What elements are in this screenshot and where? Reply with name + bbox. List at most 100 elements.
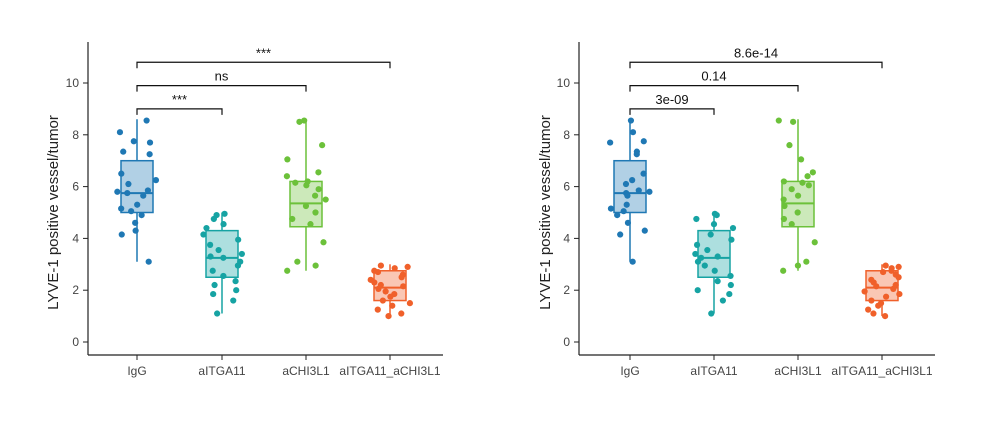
data-point — [780, 196, 787, 203]
data-point — [398, 274, 405, 281]
data-point — [200, 231, 207, 238]
comparison-bracket: 8.6e-14 — [629, 45, 883, 69]
data-point — [210, 290, 217, 298]
data-point — [312, 209, 319, 216]
data-point — [118, 231, 125, 238]
y-tick-label: 2 — [563, 283, 570, 297]
data-point — [124, 189, 131, 197]
data-point — [406, 300, 414, 307]
data-point — [382, 288, 389, 295]
data-point — [294, 258, 301, 265]
data-point — [624, 192, 631, 199]
data-point — [302, 202, 310, 210]
data-point — [315, 169, 322, 176]
data-point — [116, 129, 124, 136]
comparison-bracket: *** — [136, 45, 391, 69]
data-point — [607, 205, 615, 212]
data-point — [781, 202, 788, 210]
data-point — [143, 117, 150, 124]
y-tick-label: 0 — [72, 335, 79, 349]
data-point — [617, 231, 624, 238]
data-point — [296, 118, 303, 125]
data-point — [387, 293, 394, 300]
data-point — [315, 186, 322, 193]
data-point — [118, 170, 125, 177]
comparison-bracket: 0.14 — [629, 69, 799, 92]
data-point — [320, 239, 327, 246]
data-point — [629, 177, 636, 184]
data-point — [726, 290, 733, 298]
data-point — [708, 310, 715, 317]
data-point — [727, 281, 734, 289]
box-group-IgG — [607, 117, 653, 265]
data-point — [114, 188, 121, 195]
data-point — [322, 196, 329, 203]
data-point — [203, 224, 210, 232]
y-tick-label: 10 — [557, 76, 571, 90]
box-group-aCHI3L1 — [775, 117, 818, 274]
data-point — [614, 211, 621, 219]
data-point — [794, 209, 801, 216]
data-point — [132, 219, 139, 226]
y-axis-title: LYVE-1 positive vessel/tumor — [537, 115, 554, 310]
data-point — [220, 221, 227, 228]
data-point — [233, 287, 240, 294]
data-point — [701, 262, 708, 269]
data-point — [710, 221, 718, 228]
data-point — [640, 138, 647, 145]
data-point — [646, 188, 653, 195]
data-point — [138, 211, 145, 219]
data-point — [207, 241, 214, 248]
box-group-aITGA11_aCHI3L1 — [367, 262, 414, 320]
data-point — [780, 215, 788, 223]
y-axis-title: LYVE-1 positive vessel/tumor — [45, 115, 62, 310]
data-point — [868, 297, 875, 304]
data-point — [780, 267, 787, 274]
y-tick-label: 6 — [563, 180, 570, 194]
x-tick-label: aCHI3L1 — [774, 364, 822, 378]
data-point — [307, 221, 314, 228]
data-point — [640, 170, 647, 177]
data-point — [870, 310, 877, 317]
data-point — [214, 310, 221, 317]
data-point — [374, 306, 381, 313]
data-point — [693, 215, 700, 223]
data-point — [865, 306, 872, 313]
data-point — [235, 236, 242, 243]
bracket-label: 3e-09 — [655, 92, 688, 107]
data-point — [797, 156, 805, 163]
data-point — [881, 313, 889, 320]
data-point — [633, 151, 640, 158]
data-point — [289, 215, 296, 223]
data-point — [629, 258, 636, 265]
data-point — [788, 186, 795, 193]
bracket-label: 0.14 — [701, 69, 726, 84]
data-point — [398, 310, 405, 317]
data-point — [786, 142, 793, 149]
data-point — [629, 129, 637, 136]
data-point — [375, 285, 382, 293]
data-point — [238, 250, 245, 258]
data-point — [704, 246, 711, 254]
bracket-label: *** — [256, 45, 271, 60]
data-point — [804, 173, 811, 180]
comparison-bracket: *** — [136, 92, 223, 115]
data-point — [312, 262, 319, 269]
bracket-label: 8.6e-14 — [734, 45, 778, 60]
data-point — [220, 272, 227, 280]
data-point — [729, 224, 737, 232]
data-point — [694, 258, 702, 265]
data-point — [882, 262, 889, 269]
data-point — [622, 180, 630, 188]
data-point — [641, 227, 648, 234]
bracket-line — [629, 108, 715, 115]
data-point — [788, 221, 795, 228]
data-point — [728, 236, 735, 243]
data-point — [385, 313, 392, 320]
data-point — [692, 250, 699, 258]
data-point — [379, 297, 386, 304]
data-point — [888, 267, 895, 274]
data-point — [714, 278, 721, 285]
data-point — [809, 169, 816, 176]
data-point — [790, 118, 797, 125]
